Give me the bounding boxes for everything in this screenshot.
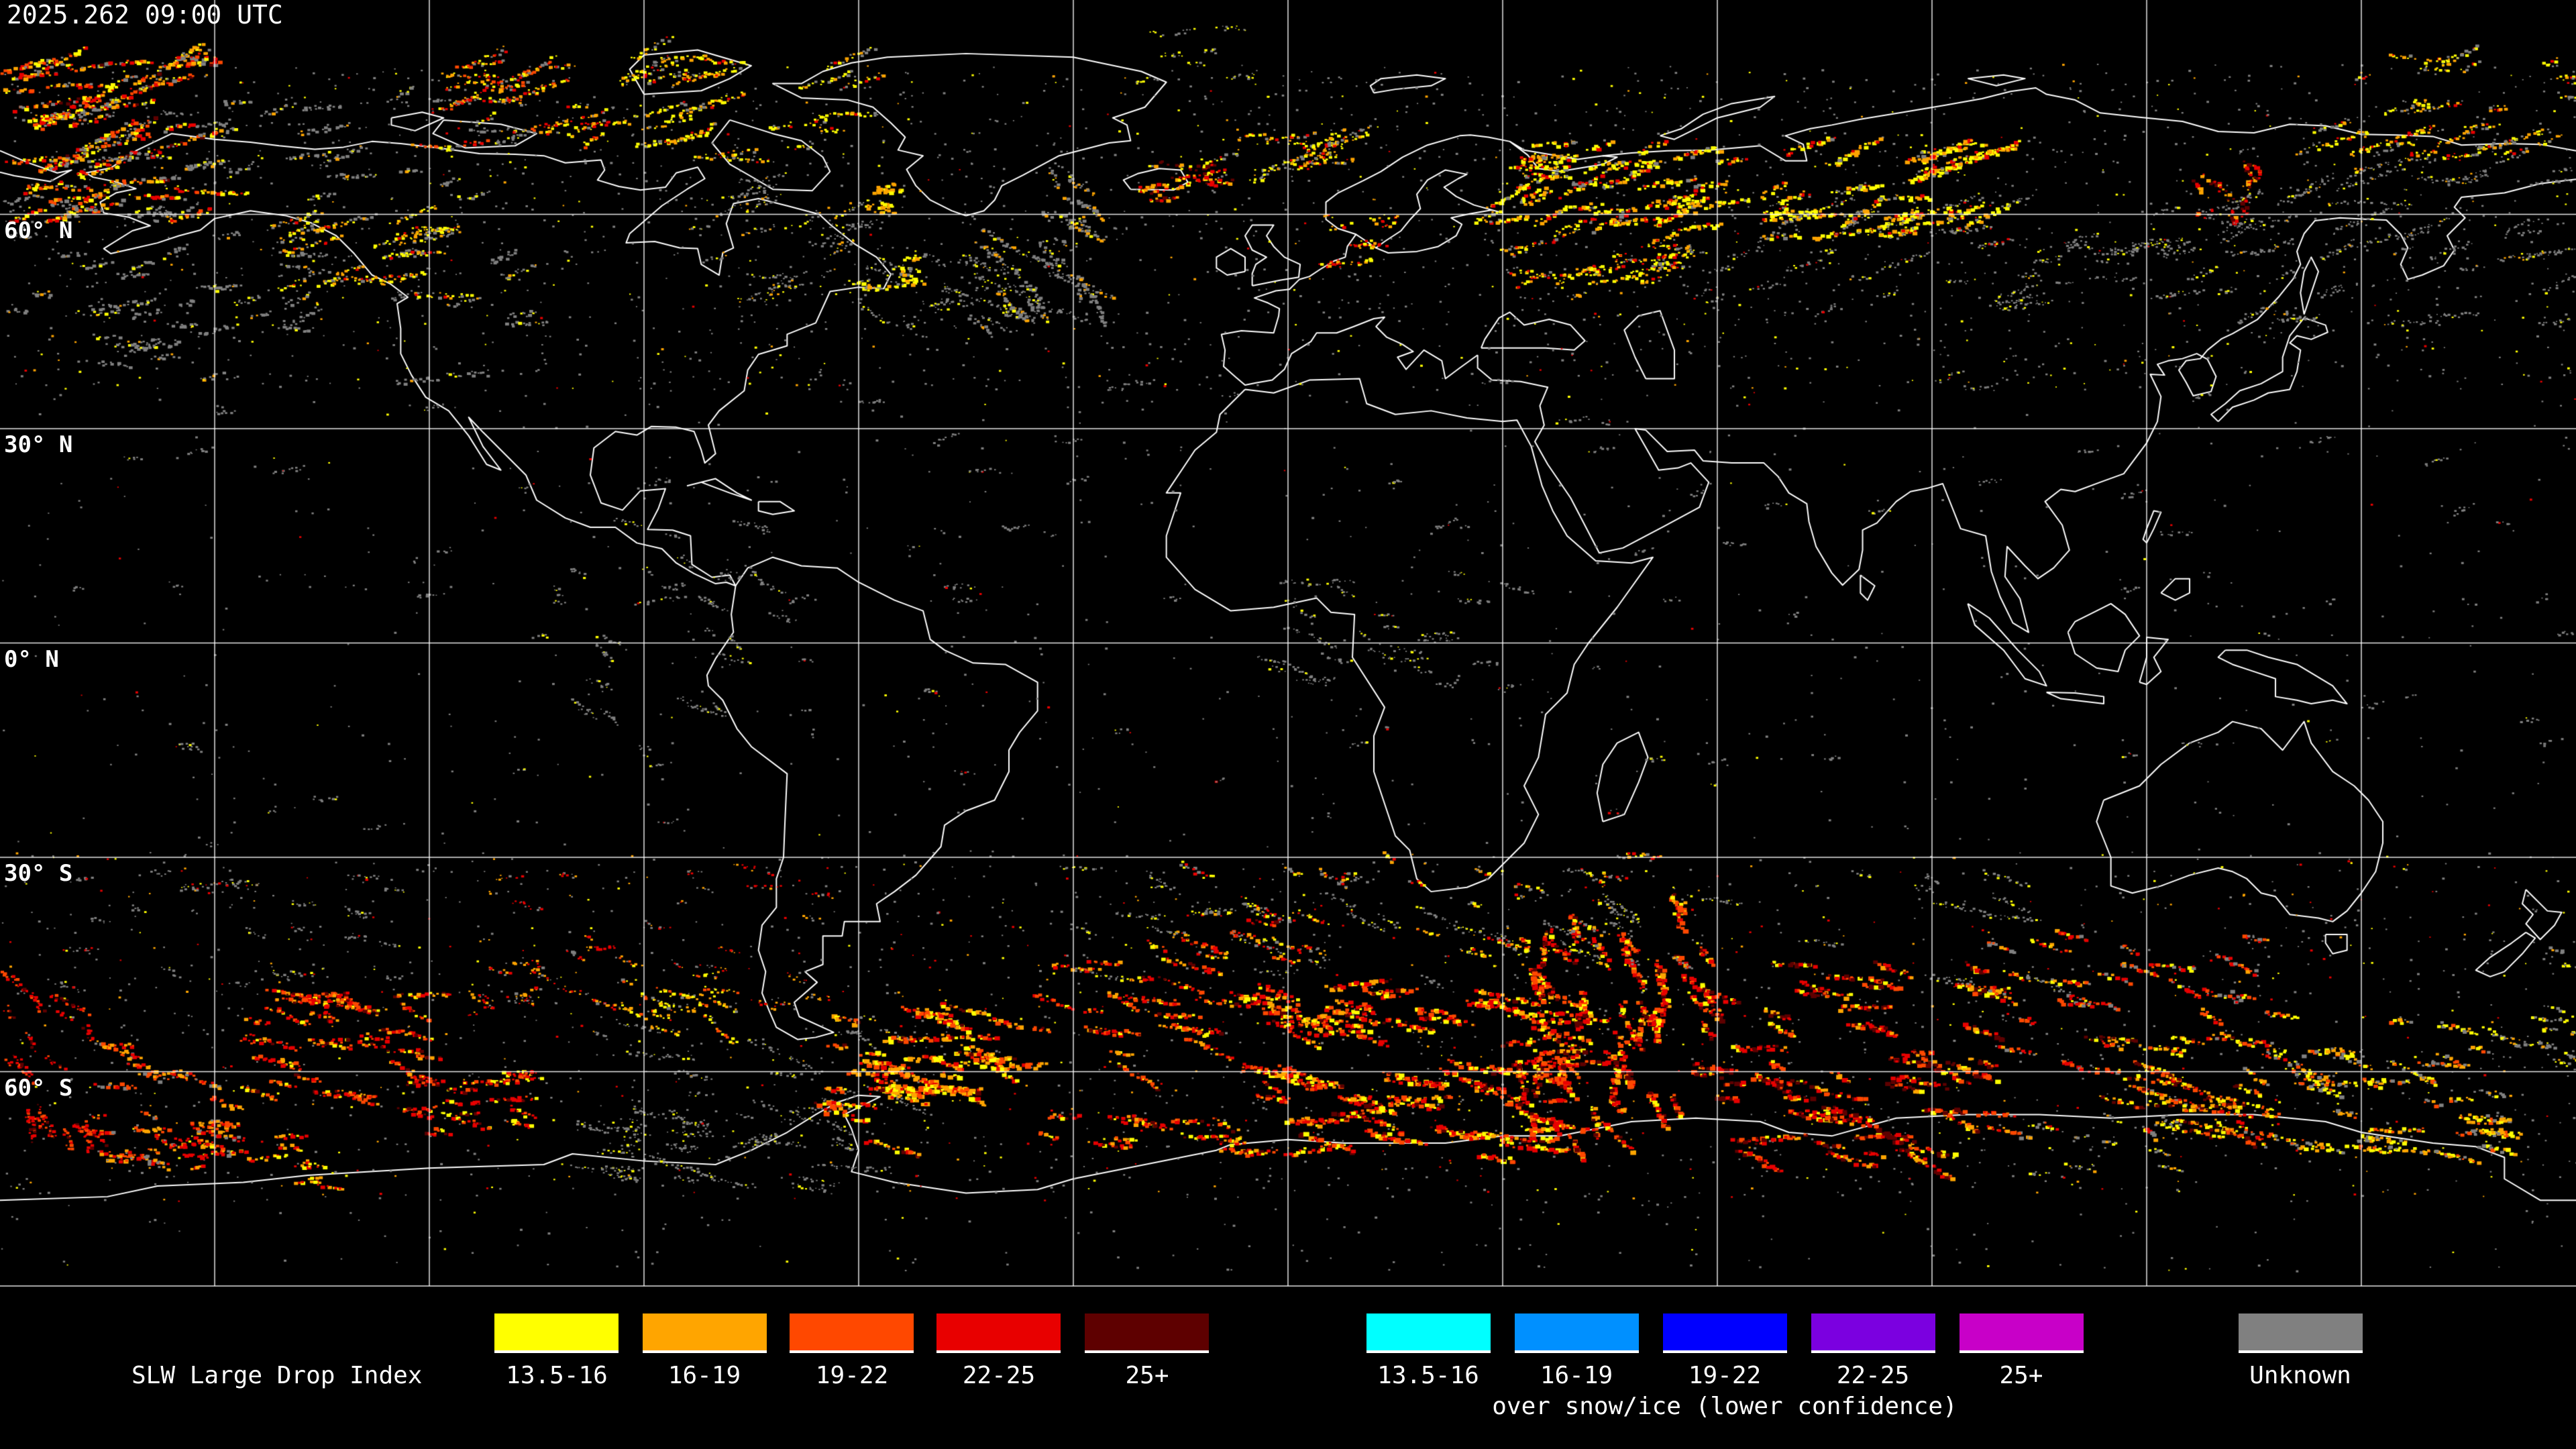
latitude-label: 30° N xyxy=(4,431,73,458)
legend-title: SLW Large Drop Index xyxy=(131,1362,423,1389)
legend-range-label: 13.5-16 xyxy=(506,1362,608,1389)
timestamp-label: 2025.262 09:00 UTC xyxy=(7,0,283,30)
legend-swatch-unknown xyxy=(2239,1313,2363,1353)
legend-range-label: 22-25 xyxy=(1836,1362,1910,1389)
legend-swatch-snowice-1 xyxy=(1366,1313,1491,1353)
latitude-label: 60° S xyxy=(4,1074,73,1102)
latitude-label: 60° N xyxy=(4,217,73,244)
legend-range-label: 16-19 xyxy=(1540,1362,1613,1389)
legend-range-label: 13.5-16 xyxy=(1377,1362,1479,1389)
legend-range-label: 16-19 xyxy=(667,1362,741,1389)
legend-range-label: 19-22 xyxy=(815,1362,889,1389)
snow-ice-caption: over snow/ice (lower confidence) xyxy=(1492,1393,1957,1420)
legend-swatch-snowice-4 xyxy=(1811,1313,1935,1353)
legend-swatch-ldi-5 xyxy=(1085,1313,1209,1353)
legend-swatch-ldi-2 xyxy=(643,1313,767,1353)
legend-unknown-label: Unknown xyxy=(2249,1362,2351,1389)
legend-range-label: 25+ xyxy=(1125,1362,1169,1389)
legend-swatch-snowice-3 xyxy=(1663,1313,1787,1353)
legend-swatch-ldi-4 xyxy=(936,1313,1061,1353)
legend-swatch-snowice-5 xyxy=(1960,1313,2084,1353)
latitude-label: 30° S xyxy=(4,860,73,887)
legend-swatch-ldi-1 xyxy=(494,1313,619,1353)
legend-swatch-snowice-2 xyxy=(1515,1313,1639,1353)
legend-range-label: 19-22 xyxy=(1688,1362,1762,1389)
legend-swatch-ldi-3 xyxy=(790,1313,914,1353)
latitude-label: 0° N xyxy=(4,645,59,673)
legend-range-label: 22-25 xyxy=(962,1362,1036,1389)
legend-range-label: 25+ xyxy=(1999,1362,2043,1389)
